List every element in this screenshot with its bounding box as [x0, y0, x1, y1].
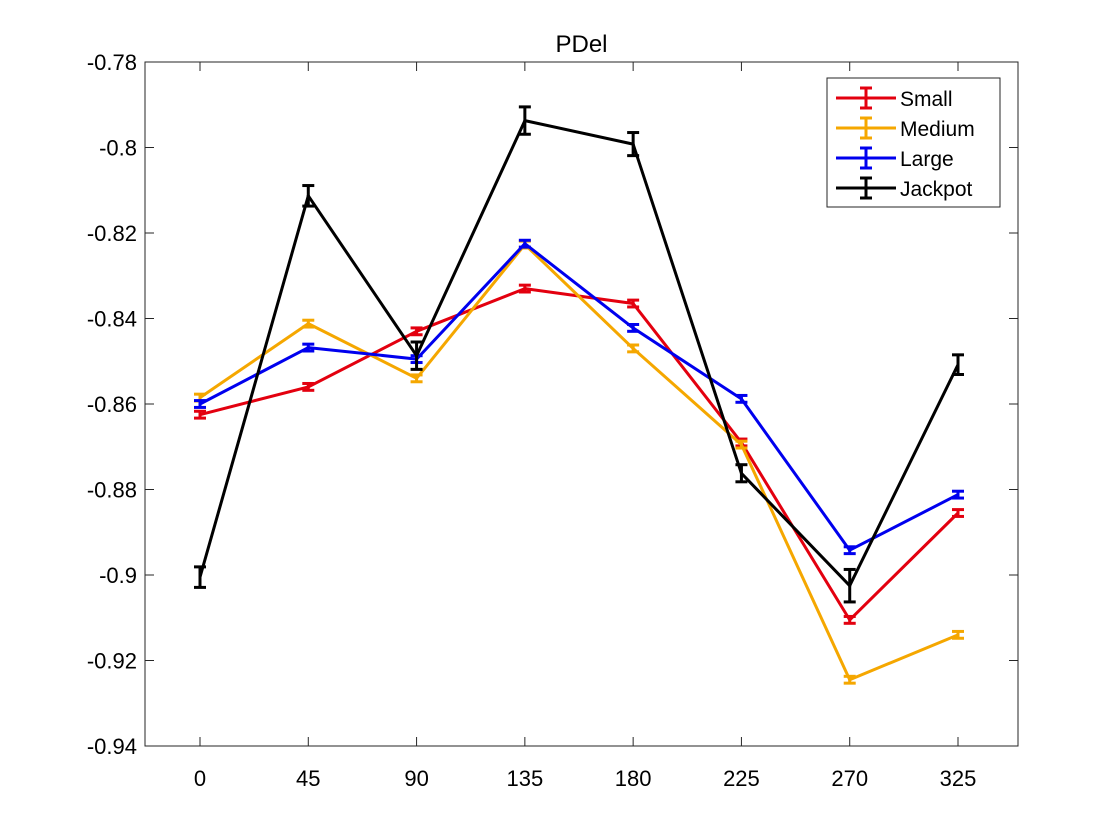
error-bar-jackpot [194, 565, 206, 589]
error-bar-jackpot [410, 340, 423, 371]
x-tick-label: 225 [723, 766, 760, 791]
legend-label-large: Large [900, 148, 954, 171]
error-bar-medium [410, 373, 423, 384]
y-tick-label: -0.88 [87, 478, 137, 503]
legend-item-medium: Medium [836, 116, 975, 141]
x-tick-label: 90 [404, 766, 428, 791]
legend-item-large: Large [836, 146, 954, 171]
axis-ticks [145, 61, 1018, 747]
data-point-small [306, 385, 310, 389]
data-point-large [631, 326, 635, 330]
x-tick-label: 180 [615, 766, 652, 791]
error-bar-jackpot [627, 131, 640, 158]
error-bar-jackpot [735, 463, 748, 484]
error-bar-medium [952, 629, 964, 640]
error-bar-jackpot [843, 567, 856, 604]
data-point-small [198, 413, 202, 417]
error-bar-small [627, 298, 640, 309]
x-tick-label: 135 [506, 766, 543, 791]
legend-item-jackpot: Jackpot [836, 176, 973, 201]
series-large [194, 238, 964, 556]
error-bar-large [952, 489, 964, 500]
y-axis-tick-labels: -0.94 -0.92 -0.9 -0.88 -0.86 -0.84 -0.82 -0.8 -0… [87, 50, 137, 759]
data-point-large [198, 402, 202, 406]
y-tick-label: -0.78 [87, 50, 137, 75]
error-bar-small [410, 326, 423, 337]
error-bar-large [518, 238, 531, 249]
series-line-medium [199, 243, 959, 682]
y-tick-label: -0.86 [87, 392, 137, 417]
data-point-jackpot [631, 142, 635, 146]
error-bar-small [302, 381, 315, 392]
legend-swatch-medium [836, 116, 896, 140]
error-bar-medium [302, 318, 315, 329]
error-bar-large [302, 342, 315, 353]
data-point-medium [739, 443, 743, 447]
y-tick-label: -0.82 [87, 221, 137, 246]
error-bar-medium [735, 439, 748, 450]
data-point-medium [198, 396, 202, 400]
data-point-medium [631, 346, 635, 350]
error-bar-large [735, 393, 748, 404]
data-point-small [523, 287, 527, 291]
legend-swatch-large [836, 146, 896, 170]
error-bar-small [843, 614, 856, 625]
error-bar-small [194, 409, 206, 420]
legend-swatch-small [836, 86, 896, 110]
data-point-large [739, 397, 743, 401]
data-point-jackpot [415, 354, 419, 358]
legend-swatch-jackpot [836, 176, 896, 200]
x-tick-label: 45 [296, 766, 320, 791]
data-point-jackpot [198, 575, 202, 579]
data-point-large [306, 346, 310, 350]
x-tick-label: 270 [831, 766, 868, 791]
data-point-medium [306, 322, 310, 326]
legend-label-small: Small [900, 88, 953, 111]
error-bar-jackpot [302, 184, 315, 208]
data-point-small [848, 618, 852, 622]
y-tick-label: -0.92 [87, 649, 137, 674]
series-line-large [199, 242, 959, 552]
series-jackpot [194, 105, 964, 604]
data-point-medium [415, 376, 419, 380]
legend: Small Medium Large Jackpot [826, 77, 1001, 208]
error-bar-medium [627, 343, 640, 354]
data-point-medium [956, 633, 960, 637]
data-point-large [523, 242, 527, 246]
y-tick-label: -0.9 [99, 563, 137, 588]
data-point-large [956, 493, 960, 497]
legend-label-medium: Medium [900, 118, 975, 141]
chart-title: PDel [555, 31, 607, 58]
legend-label-jackpot: Jackpot [900, 178, 973, 201]
y-tick-label: -0.94 [87, 734, 137, 759]
legend-item-small: Small [836, 86, 953, 111]
data-point-small [956, 511, 960, 515]
error-bar-jackpot [518, 105, 531, 136]
error-bar-large [194, 399, 206, 409]
data-point-jackpot [306, 194, 310, 198]
error-bar-large [843, 545, 856, 556]
data-point-jackpot [739, 471, 743, 475]
data-point-medium [848, 678, 852, 682]
error-bar-jackpot [952, 353, 964, 377]
data-point-jackpot [956, 363, 960, 367]
data-point-large [848, 548, 852, 552]
x-tick-label: 0 [194, 766, 206, 791]
series-layer [194, 105, 964, 685]
x-tick-label: 325 [940, 766, 977, 791]
data-point-small [631, 302, 635, 306]
y-tick-label: -0.84 [87, 307, 137, 332]
error-bar-medium [843, 674, 856, 685]
x-axis-tick-labels: 0 45 90 135 180 225 270 325 [194, 766, 976, 791]
error-bar-large [627, 322, 640, 333]
data-point-small [415, 329, 419, 333]
data-point-jackpot [523, 119, 527, 123]
error-bar-small [518, 283, 531, 294]
y-tick-label: -0.8 [99, 136, 137, 161]
error-bar-small [952, 508, 964, 518]
data-point-jackpot [848, 584, 852, 588]
series-line-jackpot [198, 119, 960, 588]
